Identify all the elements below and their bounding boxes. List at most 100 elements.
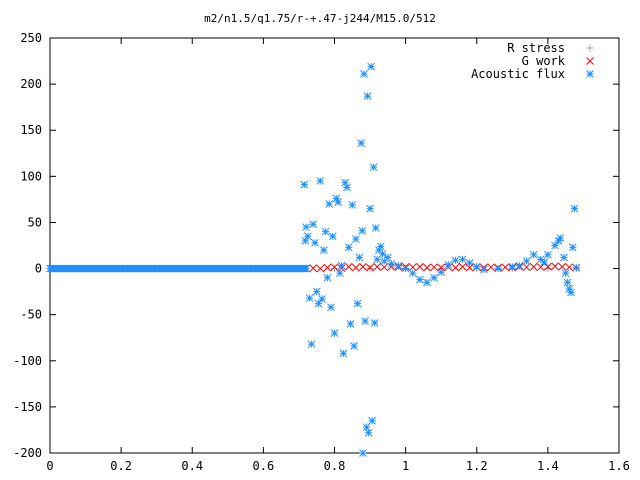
x-tick-label: 0.2 [110, 459, 132, 473]
data-point [551, 262, 559, 271]
data-point [375, 246, 383, 254]
data-point [343, 183, 351, 192]
data-point [362, 423, 371, 432]
data-point [415, 262, 424, 271]
data-point [522, 263, 531, 272]
data-point [480, 265, 488, 274]
data-point [369, 163, 378, 171]
data-point [323, 273, 332, 282]
data-point [540, 258, 549, 266]
y-tick-label: -50 [20, 308, 42, 322]
data-point [366, 265, 374, 273]
data-point [415, 275, 424, 284]
data-point [437, 268, 446, 277]
data-point [376, 242, 385, 251]
data-point [554, 237, 563, 245]
data-point [353, 299, 362, 308]
data-point [351, 263, 360, 272]
data-point [327, 303, 335, 312]
data-point [303, 232, 312, 241]
data-point [311, 238, 319, 247]
y-tick-label: -100 [13, 354, 42, 368]
x-tick-label: 0 [46, 459, 53, 473]
data-point [331, 265, 338, 273]
data-point [423, 263, 431, 272]
data-point [367, 62, 375, 71]
data-point [325, 200, 334, 208]
data-point [328, 232, 337, 241]
data-point [430, 273, 438, 282]
data-point [359, 449, 367, 457]
data-point [387, 260, 396, 268]
data-point [368, 416, 377, 425]
data-point [444, 261, 453, 269]
data-point [346, 320, 355, 328]
x-tick-label: 1.4 [537, 459, 559, 473]
data-point [301, 237, 310, 245]
data-point [355, 253, 364, 262]
data-point [360, 70, 368, 78]
data-point [344, 243, 353, 252]
data-point [309, 220, 318, 229]
data-point [458, 262, 467, 271]
data-point [501, 263, 510, 272]
x-tick-label: 0.6 [253, 459, 275, 473]
data-point [334, 198, 342, 207]
data-point [357, 139, 366, 147]
data-point [363, 92, 372, 100]
y-tick-label: 250 [20, 31, 42, 45]
data-point [302, 264, 310, 273]
data-point [544, 262, 552, 271]
data-point [458, 255, 467, 264]
data-point [300, 180, 309, 189]
data-point [451, 256, 460, 265]
legend-label: G work [522, 54, 566, 68]
data-point [380, 263, 389, 272]
data-point [351, 235, 360, 243]
legend-marker [586, 57, 594, 65]
data-point [558, 262, 566, 271]
data-point [370, 319, 379, 327]
data-point [305, 294, 314, 302]
data-point [319, 246, 328, 254]
data-point [551, 241, 559, 250]
data-point [364, 428, 373, 437]
data-point [394, 261, 403, 270]
legend-marker [586, 70, 594, 78]
data-point [350, 342, 358, 350]
data-point [348, 201, 357, 209]
data-point [359, 262, 367, 271]
data-point [335, 269, 344, 278]
data-point [508, 262, 517, 271]
data-point [565, 263, 574, 272]
data-point [344, 262, 353, 271]
data-point [366, 263, 374, 272]
data-point [556, 234, 565, 242]
data-point [307, 340, 316, 349]
x-tick-label: 0.4 [181, 459, 203, 473]
data-point [544, 250, 552, 259]
data-marks [46, 62, 581, 457]
legend-marker [586, 44, 594, 52]
data-point [515, 261, 524, 270]
data-point [408, 269, 417, 278]
data-point [563, 278, 572, 287]
y-tick-label: -200 [13, 446, 42, 460]
data-point [572, 263, 581, 272]
chart-title: m2/n1.5/q1.75/r-+.47-j244/M15.0/512 [204, 12, 436, 25]
data-point [361, 317, 369, 325]
data-point [371, 224, 380, 232]
data-point [536, 263, 545, 272]
data-point [565, 284, 574, 293]
data-point [358, 226, 367, 235]
data-point [560, 253, 568, 262]
data-point [337, 261, 346, 270]
data-point [312, 287, 321, 296]
data-point [494, 264, 502, 273]
data-point [536, 255, 545, 264]
data-point [430, 263, 438, 272]
legend-label: Acoustic flux [471, 67, 565, 81]
y-tick-label: 200 [20, 77, 42, 91]
data-point [472, 262, 481, 271]
